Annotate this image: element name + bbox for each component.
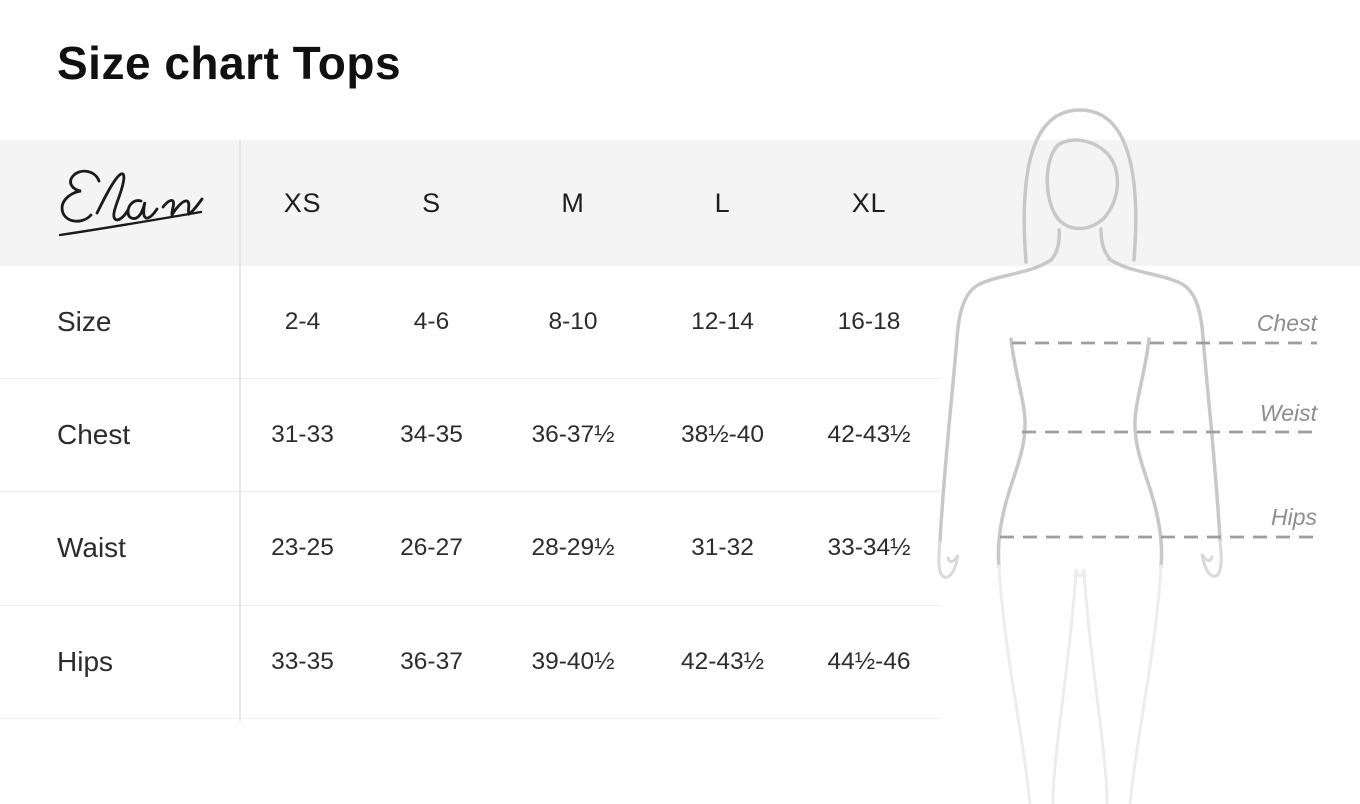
column-header-l: L (714, 187, 731, 218)
size-value: 31-33 (271, 421, 334, 449)
table-row-waist: Waist 23-25 26-27 28-29½ 31-32 33-34½ (0, 492, 941, 606)
left-leg-inner (1051, 568, 1078, 804)
size-value: 8-10 (548, 308, 598, 336)
size-table-body: Size 2-4 4-6 8-10 12-14 16-18 Chest 31-33 34-35 3… (0, 266, 941, 719)
hips-measure-label: Hips (1270, 504, 1317, 530)
right-shoulder-arm (1107, 257, 1222, 543)
right-leg-outer (1128, 564, 1163, 804)
column-header-m: M (561, 187, 585, 218)
brand-logo (0, 161, 240, 246)
legs (997, 564, 1163, 804)
right-hand (1200, 539, 1223, 578)
size-value: 2-4 (284, 308, 321, 336)
size-value: 12-14 (691, 308, 754, 336)
right-leg-inner (1082, 568, 1109, 804)
column-header-s: S (422, 187, 441, 218)
brand-logo-signature-icon (58, 169, 204, 236)
left-leg-outer (997, 564, 1032, 804)
table-row-size: Size 2-4 4-6 8-10 12-14 16-18 (0, 266, 941, 380)
face-outline (1045, 138, 1120, 231)
column-header-xs: XS (283, 187, 322, 218)
size-value: 39-40½ (531, 647, 615, 675)
table-column-divider (239, 140, 241, 721)
size-value: 28-29½ (531, 534, 615, 562)
page-title: Size chart Tops (57, 37, 402, 89)
size-value: 16-18 (837, 308, 901, 336)
size-value: 34-35 (400, 421, 463, 449)
size-value: 31-32 (691, 534, 754, 562)
size-value: 36-37 (400, 647, 463, 675)
size-value: 26-27 (400, 534, 463, 562)
row-label: Size (57, 306, 112, 338)
row-label: Waist (57, 532, 126, 564)
size-value: 38½-40 (680, 421, 765, 449)
neck-right (1099, 227, 1112, 261)
table-row-chest: Chest 31-33 34-35 36-37½ 38½-40 42-43½ (0, 379, 941, 493)
left-shoulder-arm (938, 258, 1053, 544)
size-value: 23-25 (271, 534, 334, 562)
size-value: 42-43½ (680, 647, 765, 675)
size-value: 42-43½ (827, 421, 911, 449)
size-value: 36-37½ (531, 421, 615, 449)
crotch-line (1074, 568, 1086, 578)
torso-right (1133, 337, 1164, 568)
hair-outline (1022, 108, 1138, 264)
size-value: 33-34½ (827, 534, 911, 562)
column-header-xl: XL (851, 187, 887, 218)
table-header-row: XS S M L XL (0, 140, 941, 266)
size-chart-table: XS S M L XL Size 2-4 4-6 8-10 12-14 16-18 Chest 31-… (0, 140, 941, 719)
waist-measure-label: Weist (1259, 400, 1317, 426)
figure-area (880, 100, 1360, 804)
measurement-dashed-lines (1000, 341, 1317, 539)
left-hand (937, 540, 960, 579)
size-value: 4-6 (413, 308, 450, 336)
hands (937, 539, 1223, 579)
table-row-hips: Hips 33-35 36-37 39-40½ 42-43½ 44½-46 (0, 606, 941, 719)
neck-left (1049, 228, 1061, 262)
torso-left (996, 337, 1027, 568)
row-label: Chest (57, 419, 131, 451)
size-value: 33-35 (271, 647, 334, 675)
size-value: 44½-46 (827, 647, 911, 675)
body-outline (938, 108, 1222, 568)
chest-measure-label: Chest (1256, 310, 1317, 336)
female-body-silhouette-illustration (937, 108, 1317, 804)
row-label: Hips (57, 645, 114, 677)
